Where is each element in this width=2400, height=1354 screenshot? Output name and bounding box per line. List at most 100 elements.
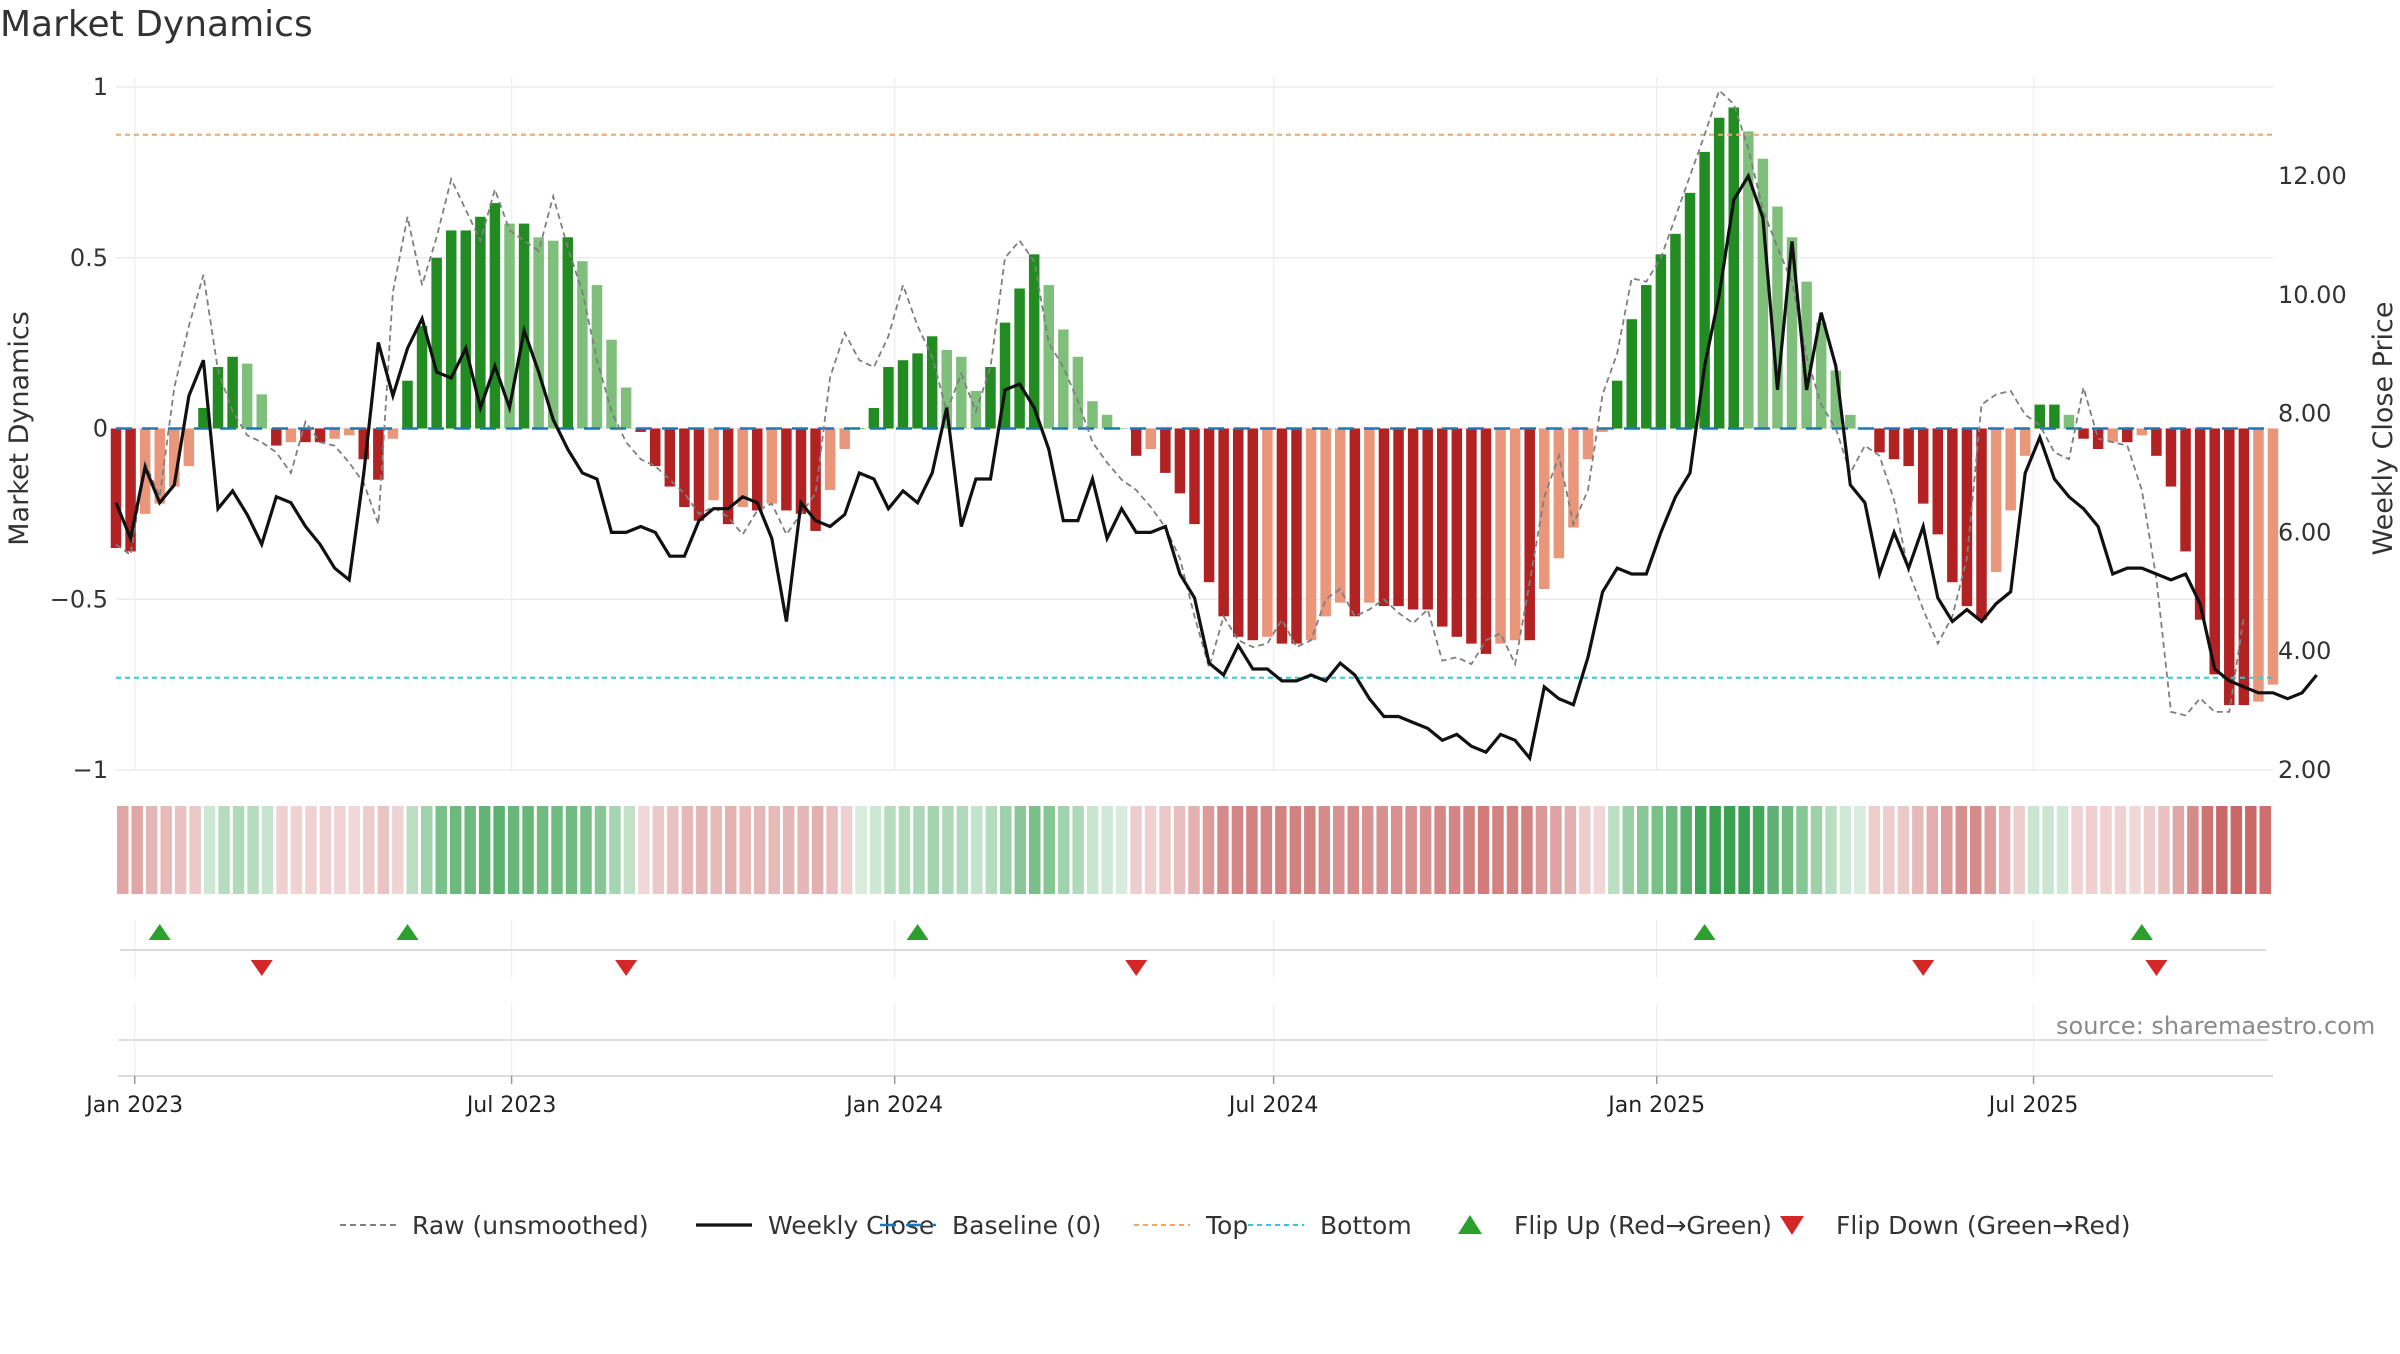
regime-cell [2114,806,2127,894]
dynamics-bar [883,367,894,429]
dynamics-bar [1874,428,1885,453]
regime-cell [1767,806,1779,894]
regime-cell [1810,806,1823,894]
x-tick-label: Jan 2024 [844,1093,943,1118]
dynamics-bar [766,428,778,504]
dynamics-bar [708,428,719,501]
dynamics-bar [1320,428,1331,617]
regime-cell [1564,806,1577,894]
dynamics-bar [2107,428,2118,443]
regime-cell [826,806,838,894]
dynamics-bar [2078,428,2089,439]
regime-cell [782,806,795,894]
dynamics-bar [445,230,457,429]
dynamics-bar [489,203,501,429]
dynamics-bar [1772,206,1783,429]
dynamics-bar [752,428,763,511]
regime-cell [464,806,476,894]
dynamics-bar [1058,329,1069,429]
dynamics-bar [1509,428,1521,641]
flip-down-marker [1125,960,1148,976]
legend-label: Flip Up (Red→Green) [1514,1211,1772,1240]
regime-cell [1115,806,1128,894]
dynamics-bar [1276,428,1288,644]
dynamics-bar [1947,428,1958,583]
regime-cell [1275,806,1287,894]
dynamics-bar [620,387,632,429]
legend-item: Baseline (0) [880,1211,1101,1240]
dynamics-bar [2267,428,2279,685]
regime-cell [898,806,911,894]
regime-cell [348,806,361,894]
dynamics-bar [795,428,807,514]
y-tick-label: −1 [73,756,108,784]
dynamics-bar [1174,428,1186,494]
regime-cell [1680,806,1692,894]
regime-cell [927,806,940,894]
dynamics-bar [1495,428,1506,644]
regime-cell [2129,806,2141,894]
regime-cell [2143,806,2156,894]
x-tick-label: Jul 2023 [465,1093,557,1118]
regime-cell [1550,806,1562,894]
regime-cell [247,806,259,894]
dynamics-bar [460,230,472,429]
regime-cell [406,806,419,894]
regime-cell [855,806,867,894]
dynamics-bar [1247,428,1259,641]
y2-axis-label: Weekly Close Price [2368,301,2399,555]
regime-cell [1029,806,1041,894]
regime-cell [1144,806,1157,894]
regime-cell [145,806,158,894]
y-tick-label: −0.5 [50,585,108,613]
dynamics-bar [1028,254,1040,429]
dynamics-bar [824,428,836,490]
regime-cell [1941,806,1953,894]
regime-cell [1463,806,1475,894]
dynamics-bar [737,428,748,508]
dynamics-bar [1582,428,1594,460]
regime-cell [189,806,201,894]
regime-cell [319,806,332,894]
dynamics-bar [1611,380,1623,429]
dynamics-bar [606,339,617,429]
dynamics-bar [1378,428,1390,607]
dynamics-bar [1786,237,1798,429]
dynamics-bar [1232,428,1244,637]
regime-cell [1637,806,1649,894]
regime-cell [1014,806,1027,894]
regime-cell [1998,806,2011,894]
dynamics-bar [256,394,267,429]
regime-cell [2085,806,2098,894]
regime-cell [2027,806,2040,894]
regime-cell [1159,806,1171,894]
regime-cell [1651,806,1663,894]
regime-cell [840,806,853,894]
regime-cell [2042,806,2054,894]
regime-cell [131,806,143,894]
regime-cell [811,806,824,894]
dynamics-bar [1626,319,1637,429]
legend-label: Raw (unsmoothed) [412,1211,649,1240]
dynamics-bar [693,428,705,521]
dynamics-bar [941,349,952,429]
dynamics-bar [2180,428,2191,552]
regime-cell [956,806,969,894]
raw-line [115,88,2245,717]
y-tick-label: 1 [93,73,108,101]
regime-cell [1086,806,1099,894]
regime-cell [565,806,578,894]
regime-cell [1231,806,1244,894]
regime-cell [2259,806,2271,894]
dynamics-bar [577,261,588,429]
dynamics-bar [1116,428,1127,429]
dynamics-bar [1597,428,1608,432]
dynamics-bar [198,408,209,429]
dynamics-bar [1160,428,1171,473]
dynamics-bar [1684,192,1696,429]
legend-item: Weekly Close [696,1211,934,1240]
regime-cell [522,806,534,894]
regime-cell [305,806,317,894]
source-note: source: sharemaestro.com [2056,1012,2376,1040]
regime-cell [1361,806,1374,894]
